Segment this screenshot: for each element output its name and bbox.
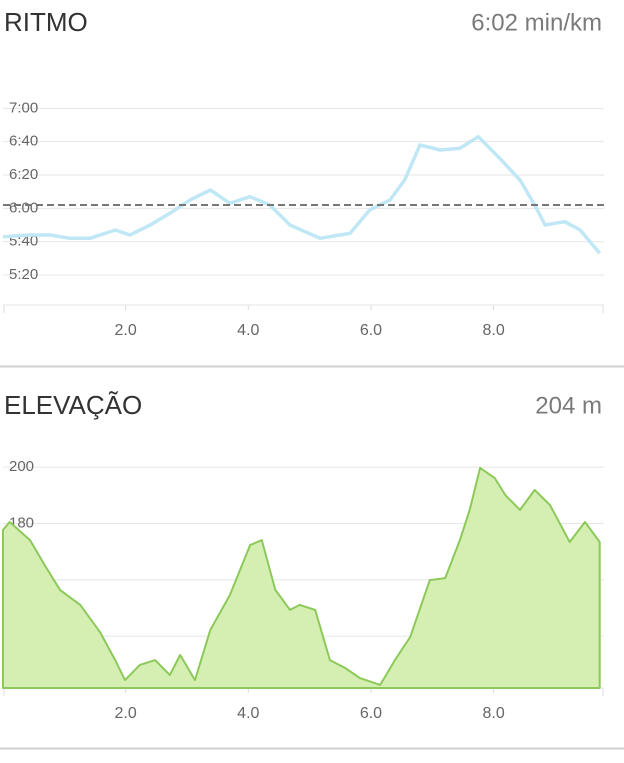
pace-line	[2, 134, 602, 255]
elevation-area	[2, 466, 601, 689]
x-tick-label: 4.0	[237, 322, 259, 339]
x-tick-label: 8.0	[482, 705, 504, 722]
x-tick-label: 6.0	[360, 705, 382, 722]
y-tick-label: 200	[9, 458, 34, 475]
x-tick-label: 4.0	[237, 705, 259, 722]
chart-summary: 204 m	[535, 392, 602, 419]
y-tick-label: 6:00	[9, 199, 38, 216]
x-tick-label: 6.0	[360, 322, 382, 339]
x-tick-label: 8.0	[482, 322, 504, 339]
chart-title: ELEVAÇÃO	[4, 390, 142, 420]
chart-summary: 6:02 min/km	[471, 9, 602, 36]
y-tick-label: 6:20	[9, 166, 38, 183]
y-tick-label: 6:40	[9, 133, 38, 150]
chart-title: RITMO	[4, 7, 88, 37]
x-tick-label: 2.0	[115, 705, 137, 722]
y-tick-label: 7:00	[9, 99, 38, 116]
x-tick-label: 2.0	[115, 322, 137, 339]
y-tick-label: 5:20	[9, 266, 38, 283]
